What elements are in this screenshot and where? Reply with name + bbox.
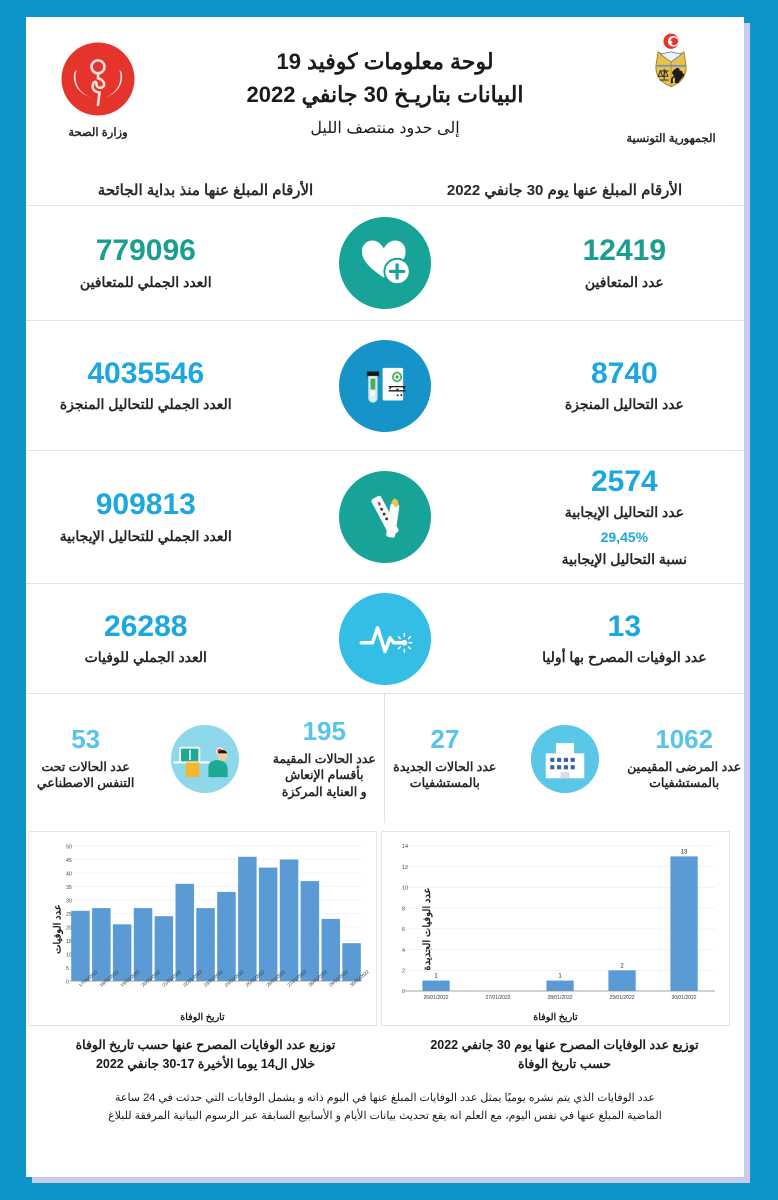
svg-text:27/01/2022: 27/01/2022 — [485, 995, 510, 1001]
svg-text:14: 14 — [402, 844, 408, 850]
svg-text:25: 25 — [66, 912, 72, 918]
svg-text:10: 10 — [66, 953, 72, 959]
svg-text:0: 0 — [402, 989, 405, 995]
svg-text:2: 2 — [402, 969, 405, 975]
svg-text:1: 1 — [558, 974, 562, 980]
svg-text:6: 6 — [402, 927, 405, 933]
svg-text:35: 35 — [66, 885, 72, 891]
svg-text:50: 50 — [66, 845, 72, 851]
svg-text:30: 30 — [66, 899, 72, 905]
svg-text:45: 45 — [66, 858, 72, 864]
svg-text:5: 5 — [66, 966, 69, 972]
svg-text:0: 0 — [66, 980, 69, 986]
svg-text:40: 40 — [66, 872, 72, 878]
svg-text:20: 20 — [66, 926, 72, 932]
svg-text:15: 15 — [66, 939, 72, 945]
svg-text:8: 8 — [402, 906, 405, 912]
svg-text:13: 13 — [681, 849, 688, 855]
svg-text:12: 12 — [402, 865, 408, 871]
svg-text:1: 1 — [434, 974, 438, 980]
svg-text:28/01/2022: 28/01/2022 — [547, 995, 572, 1001]
svg-text:29/01/2022: 29/01/2022 — [609, 995, 634, 1001]
svg-text:2: 2 — [620, 963, 624, 969]
svg-text:30/01/2022: 30/01/2022 — [671, 995, 696, 1001]
svg-text:26/01/2022: 26/01/2022 — [423, 995, 448, 1001]
svg-text:10: 10 — [402, 886, 408, 892]
svg-text:4: 4 — [402, 948, 405, 954]
